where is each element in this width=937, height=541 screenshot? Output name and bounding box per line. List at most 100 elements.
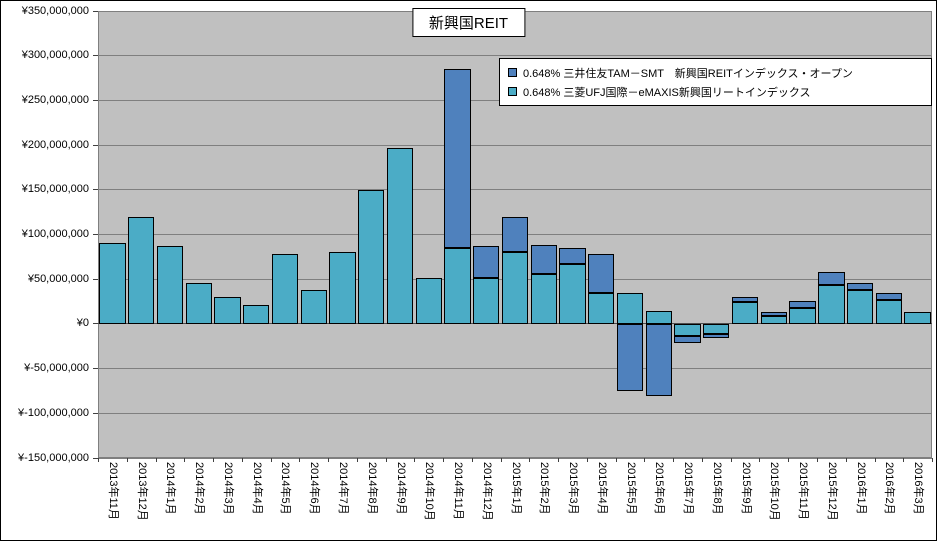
x-axis-tick xyxy=(932,458,933,462)
bar-segment xyxy=(501,216,529,253)
y-axis-label: ¥-150,000,000 xyxy=(18,451,89,464)
x-axis-tick xyxy=(615,458,617,462)
gridline xyxy=(98,412,932,414)
x-axis-tick xyxy=(155,458,157,462)
y-axis-tick xyxy=(93,457,98,459)
x-axis-tick xyxy=(874,458,876,462)
x-axis-label: 2014年7月 xyxy=(336,462,349,515)
bar-segment xyxy=(530,273,557,324)
y-axis-tick xyxy=(93,189,98,191)
legend-swatch xyxy=(508,87,517,96)
x-axis-tick xyxy=(558,458,560,462)
legend-label: 0.648% 三井住友TAM－SMT 新興国REITインデックス・オープン xyxy=(523,67,853,80)
bar-segment xyxy=(214,297,241,324)
bar-segment xyxy=(818,284,845,324)
y-axis-tick xyxy=(93,99,98,101)
x-axis-tick xyxy=(443,458,445,462)
y-axis-label: ¥350,000,000 xyxy=(21,4,89,17)
bar-segment xyxy=(703,323,730,334)
bar-segment xyxy=(731,297,759,303)
x-axis-tick xyxy=(414,458,416,462)
x-axis-label: 2015年8月 xyxy=(710,462,723,515)
x-axis-label: 2015年3月 xyxy=(567,462,579,515)
gridline xyxy=(98,368,932,370)
x-axis-label: 2013年11月 xyxy=(106,462,119,520)
bar-segment xyxy=(156,246,184,324)
chart-title: 新興国REIT xyxy=(411,8,526,37)
y-axis-label: ¥200,000,000 xyxy=(21,138,89,151)
bar-segment xyxy=(645,323,672,397)
legend-label: 0.648% 三菱UFJ国際－eMAXIS新興国リートインデックス xyxy=(523,86,811,99)
x-axis-label: 2015年12月 xyxy=(825,462,838,521)
x-axis-label: 2016年3月 xyxy=(912,462,925,515)
y-axis-tick xyxy=(93,10,98,12)
bar-segment xyxy=(818,272,845,285)
gridline xyxy=(98,55,932,57)
bar-segment xyxy=(875,299,903,324)
y-axis-tick xyxy=(93,368,98,370)
x-axis-tick xyxy=(299,458,301,462)
bar-segment xyxy=(501,252,529,324)
y-axis-tick xyxy=(93,323,98,325)
x-axis-tick xyxy=(241,458,243,462)
bar-segment xyxy=(789,300,816,308)
bar-segment xyxy=(760,315,787,324)
legend-item: 0.648% 三菱UFJ国際－eMAXIS新興国リートインデックス xyxy=(508,82,923,101)
x-axis-label: 2016年1月 xyxy=(854,462,867,515)
x-axis-label: 2014年2月 xyxy=(193,462,206,515)
y-axis-tick xyxy=(93,234,98,235)
bar-segment xyxy=(300,289,327,324)
bar-segment xyxy=(415,278,442,324)
x-axis-tick xyxy=(730,458,732,462)
x-axis-label: 2015年10月 xyxy=(768,462,781,521)
bar-segment xyxy=(588,254,615,293)
bar-segment xyxy=(185,282,212,324)
y-axis-label: ¥0 xyxy=(76,317,89,330)
bar-segment xyxy=(616,292,644,324)
x-axis-label: 2015年9月 xyxy=(739,462,752,515)
bar-segment xyxy=(530,245,557,274)
bar-segment xyxy=(128,216,155,324)
bar-segment xyxy=(674,323,701,337)
bar-segment xyxy=(358,189,385,324)
y-axis-label: ¥300,000,000 xyxy=(21,49,89,62)
x-axis-label: 2014年8月 xyxy=(365,462,378,515)
x-axis-label: 2013年12月 xyxy=(135,462,148,521)
x-axis-tick xyxy=(586,458,588,462)
x-axis-label: 2014年11月 xyxy=(452,462,464,520)
x-axis-label: 2014年3月 xyxy=(221,462,234,515)
x-axis-tick xyxy=(845,458,847,462)
x-axis-label: 2015年7月 xyxy=(682,462,695,515)
y-axis-label: ¥250,000,000 xyxy=(21,93,89,106)
bar-segment xyxy=(616,323,644,391)
bar-segment xyxy=(846,282,874,290)
bar-segment xyxy=(703,333,730,339)
bar-segment xyxy=(559,264,586,324)
x-axis-label: 2014年4月 xyxy=(250,462,263,515)
x-axis-tick xyxy=(673,458,675,462)
x-axis-tick xyxy=(788,458,790,462)
y-axis-tick xyxy=(93,144,98,146)
gridline xyxy=(98,457,932,459)
y-axis-label: ¥100,000,000 xyxy=(21,228,89,240)
bar-segment xyxy=(99,243,126,324)
x-axis-tick xyxy=(126,458,128,462)
bar-segment xyxy=(243,305,270,324)
y-axis-tick xyxy=(93,278,98,280)
bar-segment xyxy=(588,292,615,324)
x-axis-label: 2014年9月 xyxy=(394,462,407,515)
x-axis-tick xyxy=(903,458,905,462)
y-axis-label: ¥50,000,000 xyxy=(27,272,89,285)
x-axis-label: 2015年4月 xyxy=(595,462,608,515)
legend-swatch xyxy=(508,68,517,77)
y-axis-tick xyxy=(93,412,98,414)
bar-segment xyxy=(846,289,874,324)
bar-segment xyxy=(674,336,701,343)
x-axis-label: 2014年10月 xyxy=(423,462,436,521)
x-axis-tick xyxy=(529,458,531,462)
x-axis-tick xyxy=(701,458,703,462)
x-axis-tick xyxy=(817,458,818,462)
x-axis-label: 2015年11月 xyxy=(797,462,810,520)
x-axis-tick xyxy=(213,458,214,462)
